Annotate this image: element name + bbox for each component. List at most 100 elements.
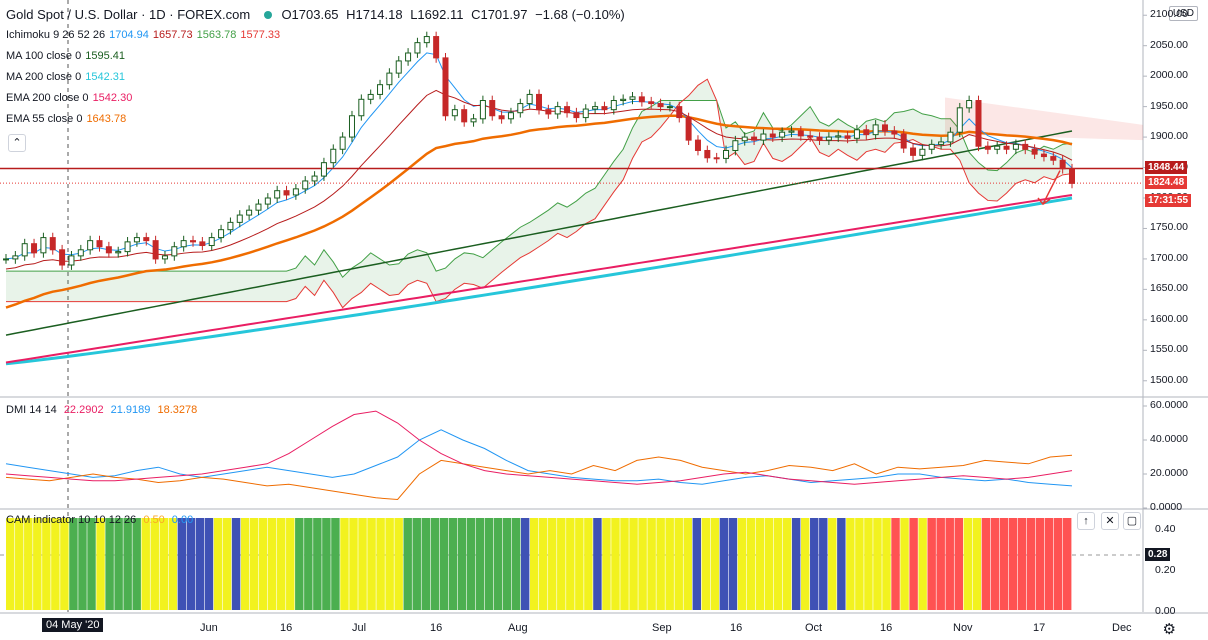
cam-bar — [6, 518, 15, 610]
study-legend-row[interactable]: EMA 200 close 0 1542.30 — [6, 91, 136, 105]
time-tick-label: 16 — [280, 622, 293, 634]
symbol-legend: Gold Spot / U.S. Dollar · 1D · FOREX.com… — [6, 8, 629, 22]
countdown-tag[interactable]: 17:31:55 — [1145, 194, 1192, 208]
dmi-legend: DMI 14 14 22.2902 21.9189 18.3278 — [6, 403, 201, 417]
study-legend-row[interactable]: MA 100 close 0 1595.41 — [6, 49, 129, 63]
cam-bar — [575, 518, 584, 610]
cam-bar — [249, 518, 259, 610]
cam-bar — [222, 518, 232, 610]
settings-gear-icon[interactable]: ⚙ — [1162, 621, 1176, 638]
cam-bar — [213, 518, 223, 610]
cam-bar — [791, 518, 801, 610]
cam-bar — [665, 518, 674, 610]
study-legend-row[interactable]: EMA 55 close 0 1643.78 — [6, 112, 130, 126]
price-tick-label: 1500.00 — [1150, 373, 1188, 386]
time-tick-label: Nov — [953, 622, 973, 634]
cam-bar — [78, 518, 87, 610]
candle-body — [161, 255, 168, 260]
candle-body — [620, 98, 627, 102]
candle-body — [507, 112, 514, 120]
cam-bar — [764, 518, 774, 610]
candle-body — [807, 135, 814, 138]
cam-bar — [358, 518, 367, 610]
symbol-title[interactable]: Gold Spot / U.S. Dollar · 1D · FOREX.com — [6, 7, 251, 22]
cam-bar — [322, 518, 331, 610]
close-pane-button[interactable]: ✕ — [1101, 512, 1119, 530]
candle-body — [732, 140, 739, 151]
cam-bar — [529, 518, 539, 610]
candle-body — [115, 251, 122, 254]
cam-bar — [954, 518, 963, 610]
cam-bar — [719, 518, 729, 610]
cam-bar — [611, 518, 620, 610]
candle-body — [1022, 143, 1029, 150]
currency-label[interactable]: USD — [1168, 6, 1198, 21]
price-tag[interactable]: 1848.44 — [1145, 161, 1188, 175]
study-legend-row[interactable]: Ichimoku 9 26 52 26 1704.94 1657.73 1563.78… — [6, 28, 284, 42]
study-value: 1595.41 — [85, 50, 125, 62]
cam-legend-v1: 0.00 — [171, 514, 194, 526]
collapse-legend-button[interactable]: ⌃ — [8, 134, 26, 152]
candle-body — [564, 106, 571, 114]
dmi-line-adx — [5, 410, 1073, 485]
dmi-legend-name[interactable]: DMI 14 14 — [6, 404, 57, 416]
cam-bar — [87, 518, 96, 610]
cam-bar — [331, 518, 340, 610]
ichimoku-cloud-bearish — [945, 97, 1143, 141]
candle-body — [517, 103, 524, 114]
candle-body — [788, 130, 795, 133]
price-tag[interactable]: 1824.48 — [1145, 176, 1188, 190]
candle-body — [21, 243, 28, 257]
candle-body — [966, 100, 973, 109]
cam-bar — [674, 518, 683, 610]
study-value: 1577.33 — [240, 29, 281, 41]
cam-bar — [313, 518, 322, 610]
candle-body — [171, 246, 178, 257]
candle-body — [760, 133, 767, 141]
study-name: EMA 55 close 0 — [6, 113, 83, 125]
candle-body — [405, 52, 412, 62]
cam-bar — [141, 518, 150, 610]
maximize-pane-button[interactable]: ▢ — [1123, 512, 1141, 530]
ohlc-close: C1701.97 — [471, 7, 528, 22]
candle-body — [96, 240, 103, 248]
candle-body — [470, 118, 477, 123]
cam-bar — [349, 518, 358, 610]
trend-arrow — [1042, 170, 1061, 205]
cam-bar — [972, 518, 982, 610]
candle-body — [199, 241, 206, 247]
study-legend-row[interactable]: MA 200 close 0 1542.31 — [6, 70, 129, 84]
cam-current-tag[interactable]: 0.28 — [1145, 547, 1171, 561]
cam-bar — [656, 518, 665, 610]
price-tick-label: 1950.00 — [1150, 99, 1188, 112]
cam-bar — [304, 518, 313, 610]
candle-body — [685, 117, 692, 141]
candle-body — [592, 106, 599, 110]
move-up-button[interactable]: ↑ — [1077, 512, 1095, 530]
cam-bar — [990, 518, 1000, 610]
cam-bar — [1044, 518, 1054, 610]
candle-body — [218, 229, 225, 239]
candle-body — [816, 136, 823, 141]
arrow-up-icon: ↑ — [1083, 515, 1089, 527]
price-tick-label: 1650.00 — [1150, 282, 1188, 295]
cam-bar — [367, 518, 376, 610]
cam-bar — [629, 518, 638, 610]
cam-bar — [430, 518, 440, 610]
cam-bar — [42, 518, 51, 610]
cam-legend-name[interactable]: CAM indicator 10 10 12 26 — [6, 514, 137, 526]
study-value: 1704.94 — [109, 29, 149, 41]
cam-bar — [195, 518, 205, 610]
cam-bar — [548, 518, 557, 610]
candle-body — [414, 42, 421, 54]
cam-bar — [511, 518, 521, 610]
cam-bar — [24, 518, 33, 610]
cam-bar — [286, 518, 295, 610]
dmi-tick-label: 0.0000 — [1150, 501, 1183, 513]
chevron-up-icon: ⌃ — [12, 137, 22, 149]
cam-bar — [593, 518, 602, 610]
candle-body — [395, 60, 402, 74]
candle-body — [255, 203, 262, 211]
candle-body — [227, 221, 234, 231]
